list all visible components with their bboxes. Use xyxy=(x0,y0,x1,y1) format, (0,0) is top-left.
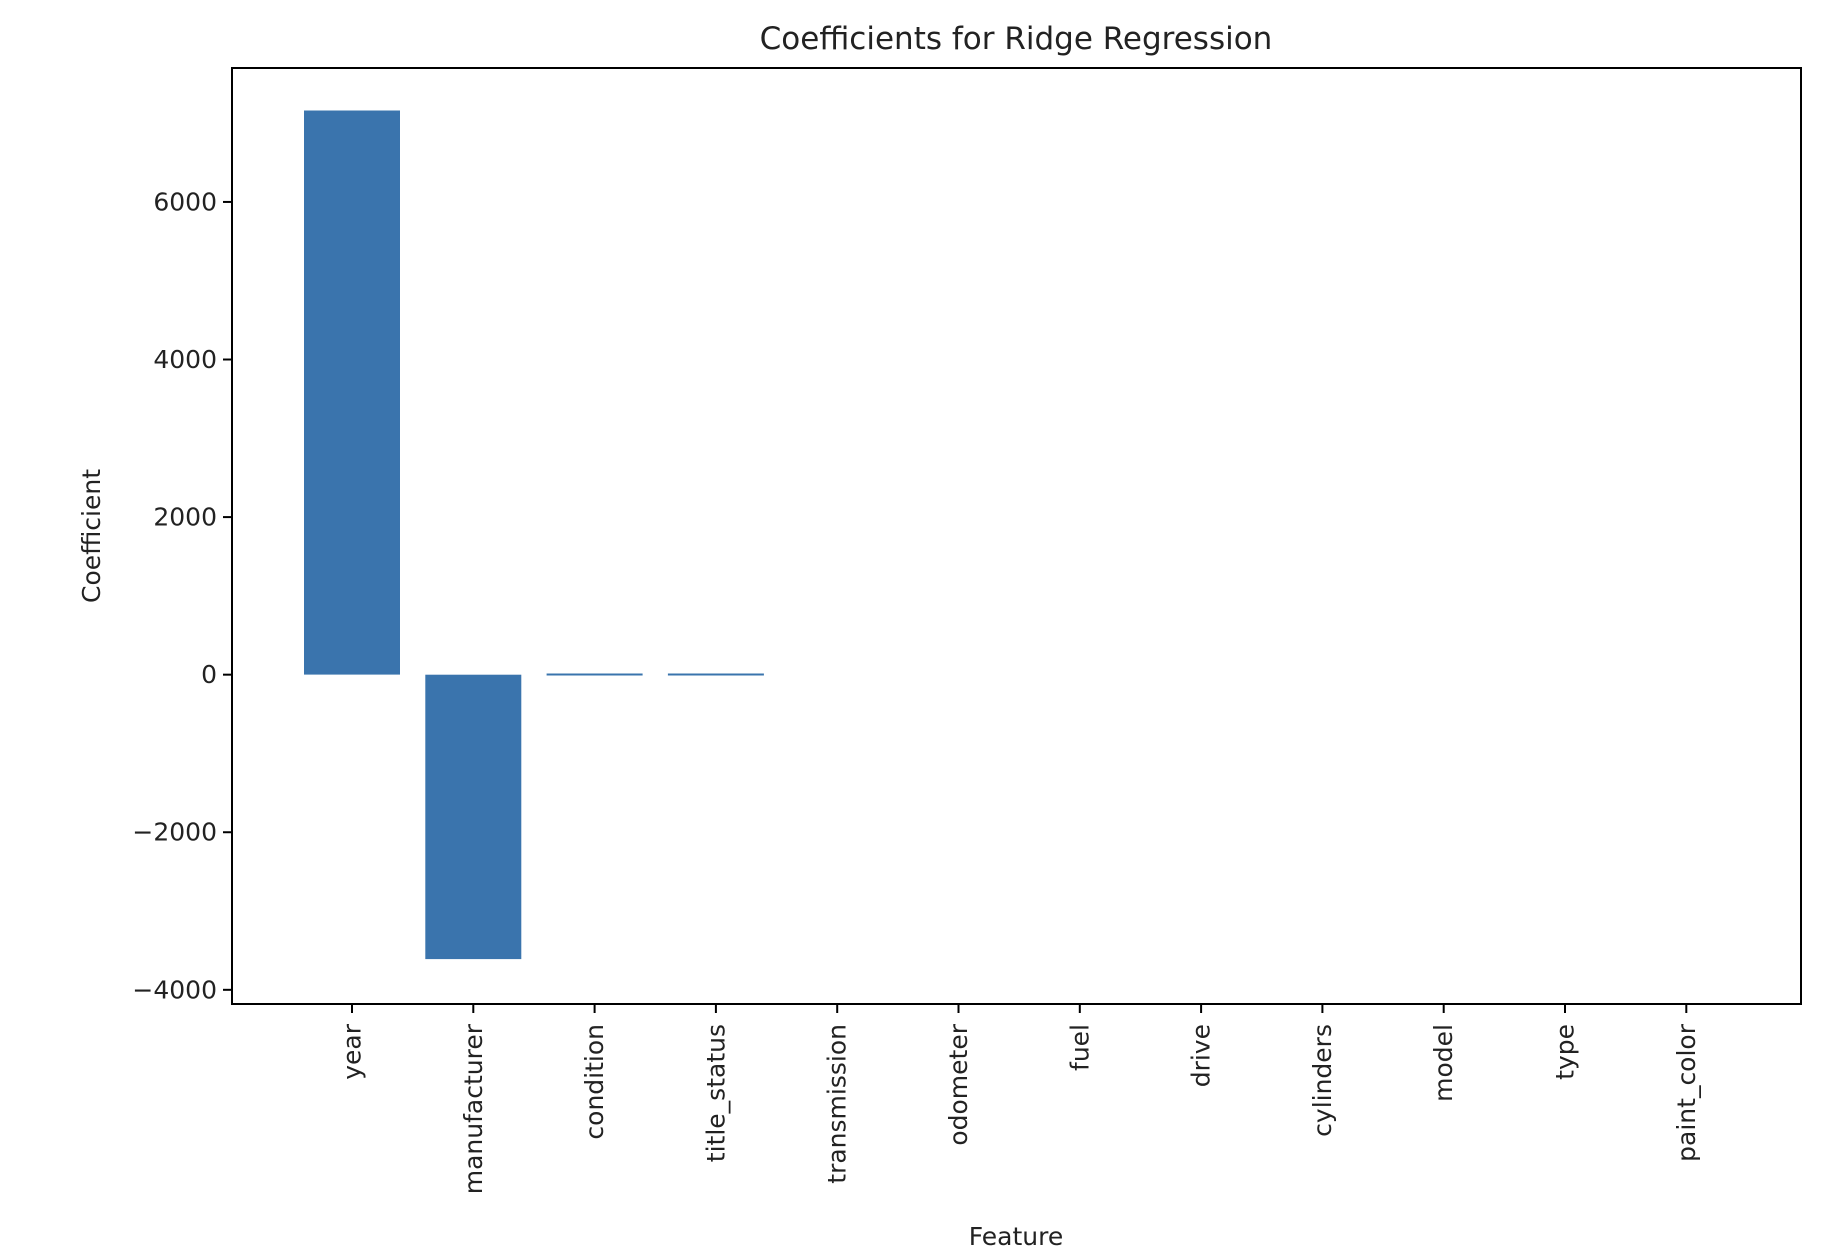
y-tick-label: −4000 xyxy=(132,975,217,1004)
x-tick-label: transmission xyxy=(823,1024,852,1184)
x-tick-label: fuel xyxy=(1065,1024,1094,1071)
bars-group xyxy=(304,110,764,960)
x-tick-label: title_status xyxy=(701,1024,730,1162)
x-tick-label: type xyxy=(1551,1024,1580,1080)
y-tick-label: 6000 xyxy=(153,187,217,216)
bar-manufacturer xyxy=(425,674,522,960)
x-tick-label: condition xyxy=(580,1024,609,1140)
x-tick-label: cylinders xyxy=(1308,1024,1337,1137)
x-axis-label: Feature xyxy=(969,1222,1063,1251)
chart-title: Coefficients for Ridge Regression xyxy=(760,21,1273,57)
y-tick-label: 2000 xyxy=(153,503,217,532)
x-tick-label: odometer xyxy=(944,1023,973,1145)
plot-frame xyxy=(231,67,1802,1005)
y-axis-label: Coefficient xyxy=(77,469,106,603)
x-tick-label: model xyxy=(1429,1024,1458,1102)
x-tick-label: drive xyxy=(1187,1024,1216,1087)
y-tick-label: −2000 xyxy=(132,818,217,847)
y-axis: −4000 −2000 0 2000 4000 6000 xyxy=(132,187,232,1004)
bar-title-status xyxy=(667,673,764,676)
bar-year xyxy=(304,110,400,675)
x-tick-label: paint_color xyxy=(1672,1023,1701,1162)
y-tick-label: 0 xyxy=(201,660,217,689)
x-tick-label: manufacturer xyxy=(459,1023,488,1194)
y-tick-label: 4000 xyxy=(153,345,217,374)
x-tick-label: year xyxy=(338,1023,367,1079)
bar-condition xyxy=(546,673,643,676)
x-axis: year manufacturer condition title_status tra… xyxy=(338,1004,1701,1194)
